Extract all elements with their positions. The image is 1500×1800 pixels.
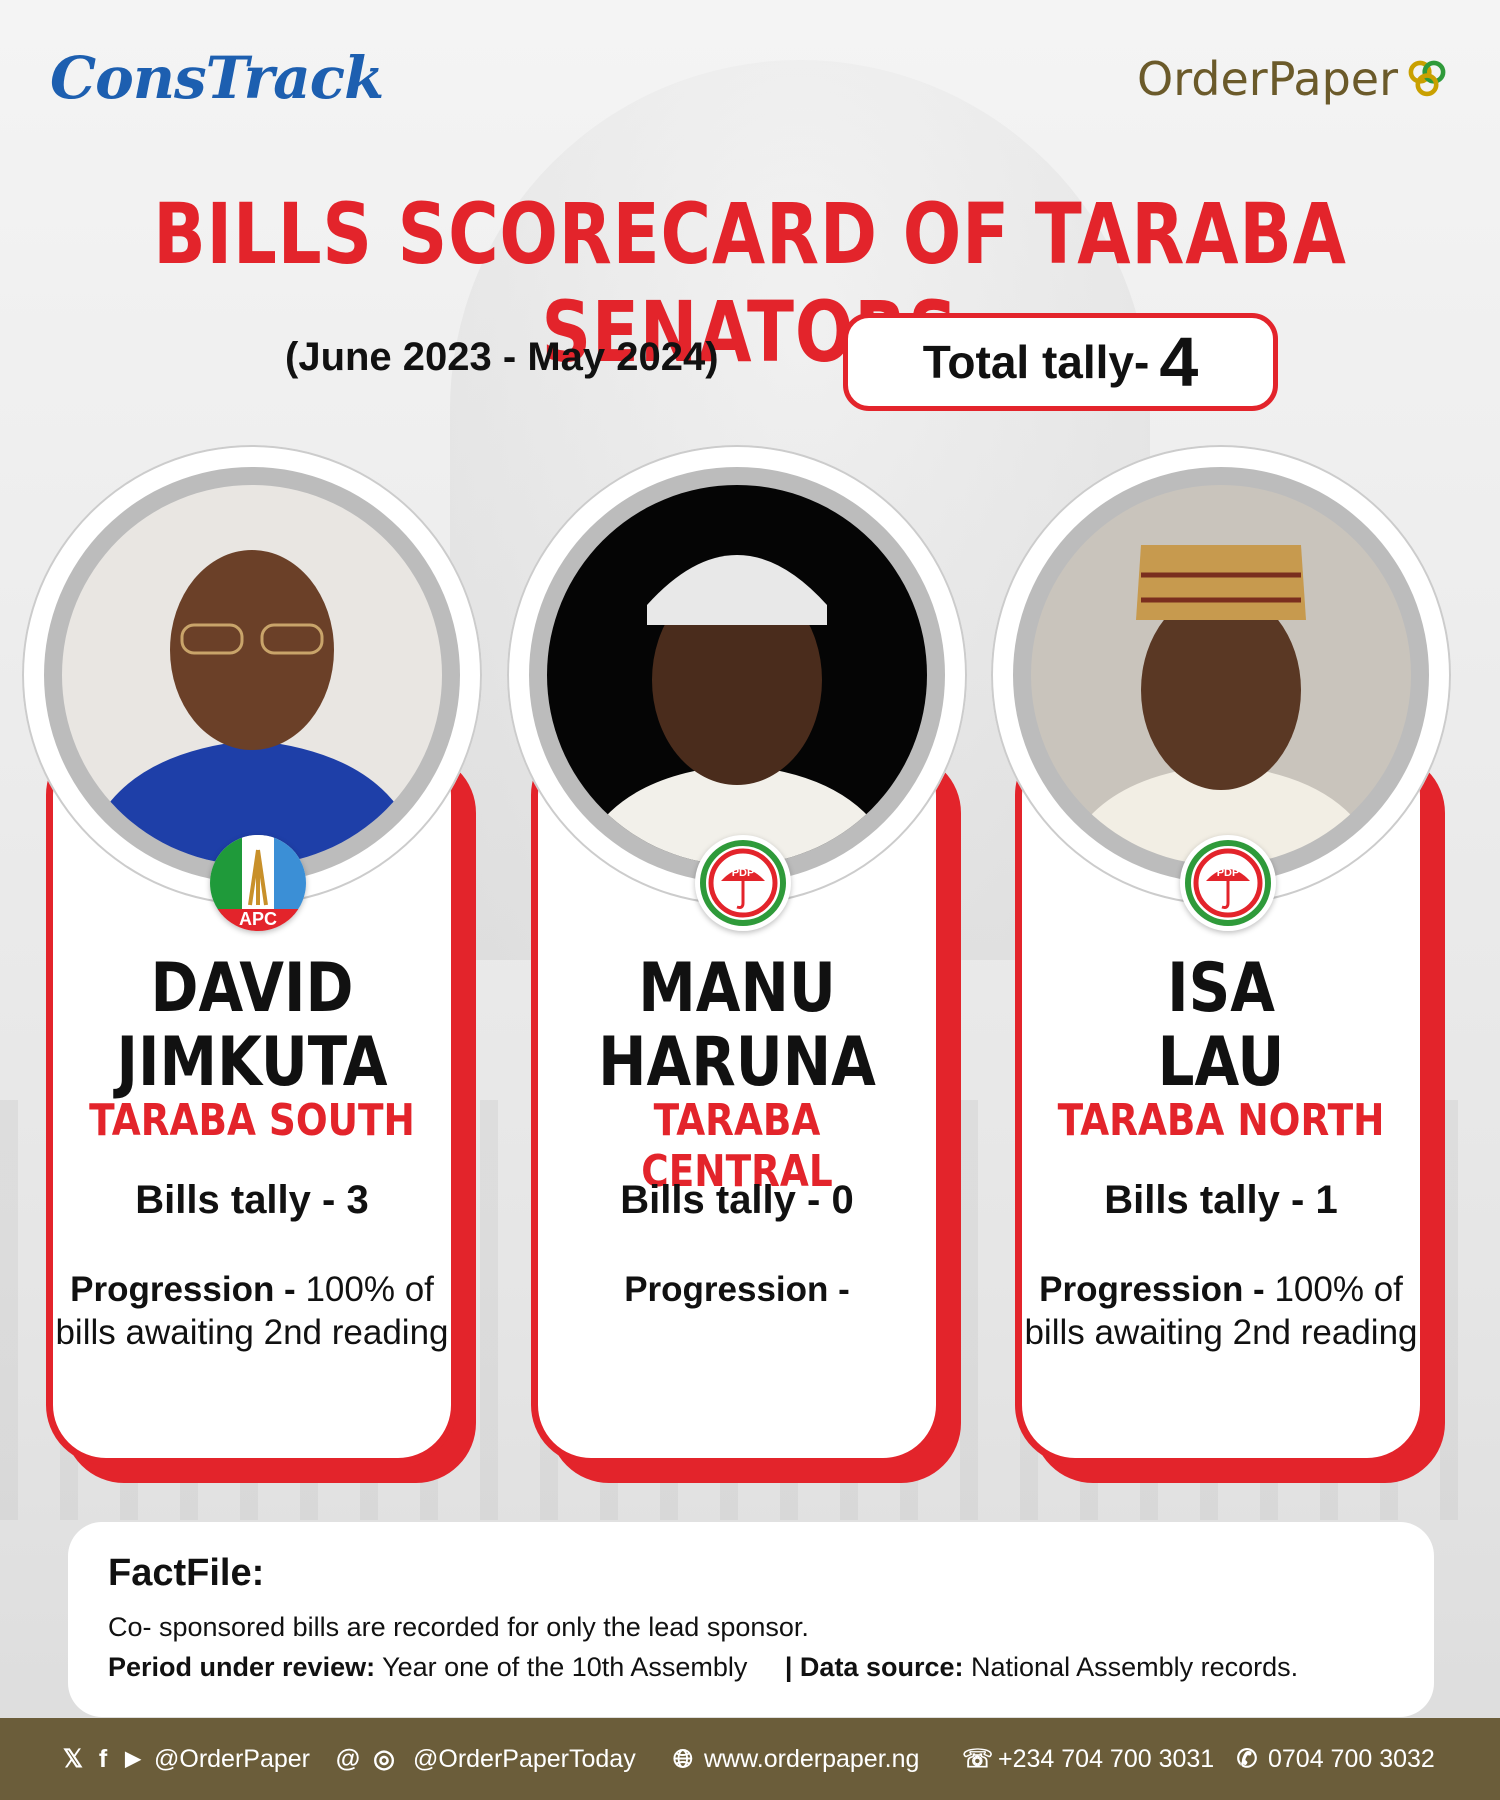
senator-name-3: ISA LAU [1046,952,1396,1100]
footer-website-link[interactable]: 🌐︎ www.orderpaper.ng [668,1718,919,1800]
senator-progression-1: Progression - 100% of bills awaiting 2nd… [46,1268,458,1354]
factfile-note: Co- sponsored bills are recorded for onl… [108,1612,809,1642]
orderpaper-logo: OrderPaper [1137,52,1450,106]
factfile-period-source: Period under review: Year one of the 10t… [108,1652,1298,1683]
progression-text-3: 100% of bills awaiting 2nd reading [1024,1270,1418,1352]
senator-district-3: TARABA NORTH [1057,1095,1385,1146]
period-label: (June 2023 - May 2024) [285,335,719,379]
senator-last-name-3: LAU [1157,1023,1285,1102]
facebook-icon: f [98,1745,108,1773]
progression-label-3: Progression - [1039,1270,1265,1309]
data-source-text: National Assembly records. [971,1652,1299,1682]
footer-handle-orderpaper: @OrderPaper [154,1744,310,1773]
footer-social-handle[interactable]: 𝕏 f ▶ @OrderPaper [58,1718,310,1800]
footer-social-handle-2[interactable]: @ ◎ @OrderPaperToday [333,1718,636,1800]
senator-first-name-3: ISA [1167,949,1275,1028]
senator-bills-tally-3: Bills tally - 1 [1104,1178,1338,1222]
progression-text-1: 100% of bills awaiting 2nd reading [55,1270,449,1352]
senator-photo-ring-3 [991,445,1451,905]
footer-whatsapp[interactable]: ✆ 0704 700 3032 [1232,1718,1435,1800]
senator-progression-3: Progression - 100% of bills awaiting 2nd… [1015,1268,1427,1354]
progression-label-1: Progression - [70,1270,296,1309]
youtube-icon: ▶ [125,1748,141,1770]
senator-photo-ring-1 [22,445,482,905]
senator-bills-tally-1: Bills tally - 3 [135,1178,369,1222]
constrack-logo: ConsTrack [50,44,384,112]
senator-photo-1 [62,485,442,865]
senator-photo-3 [1031,485,1411,865]
whatsapp-icon: ✆ [1236,1745,1258,1773]
footer-whatsapp-number: 0704 700 3032 [1268,1744,1435,1773]
period-under-review-label: Period under review: [108,1652,376,1682]
senator-last-name-1: JIMKUTA [116,1023,388,1102]
instagram-icon: ◎ [373,1745,395,1773]
senator-district-2: TARABA CENTRAL [641,1095,833,1197]
total-tally-box: Total tally- 4 [843,313,1278,411]
party-label-2: PDP [731,867,755,879]
factfile-title: FactFile: [108,1552,265,1594]
globe-icon: 🌐︎ [672,1745,693,1773]
senator-first-name-2: MANU [638,949,836,1028]
footer-phone[interactable]: ☏ +234 704 700 3031 [962,1718,1214,1800]
senator-photo-ring-2 [507,445,967,905]
progression-label-2: Progression - [624,1270,850,1309]
total-tally-label: Total tally- [922,336,1150,388]
total-tally-value: 4 [1159,323,1199,401]
senator-district-1: TARABA SOUTH [89,1095,415,1146]
senator-bills-tally-2: Bills tally - 0 [620,1178,854,1222]
senator-last-name-2: HARUNA [598,1023,876,1102]
footer-website: www.orderpaper.ng [704,1744,920,1773]
period-under-review-text: Year one of the 10th Assembly [382,1652,748,1682]
page-title: BILLS SCORECARD OF TARABA SENATORS [153,185,1347,381]
senator-first-name-1: DAVID [150,949,354,1028]
footer-handle-orderpapertoday: @OrderPaperToday [413,1744,636,1773]
data-source-label: | Data source: [784,1652,964,1682]
party-label-3: PDP [1216,867,1240,879]
senator-name-2: MANU HARUNA [562,952,912,1100]
orderpaper-logo-text: OrderPaper [1137,52,1398,106]
apc-party-logo: APC [210,835,306,931]
senator-progression-2: Progression - [531,1268,943,1311]
senator-name-1: DAVID JIMKUTA [77,952,427,1100]
pdp-party-logo-3: PDP [1180,835,1276,931]
phone-icon: ☏ [962,1745,994,1773]
footer-bar: 𝕏 f ▶ @OrderPaper @ ◎ @OrderPaperToday 🌐… [0,1718,1500,1800]
senator-photo-2 [547,485,927,865]
pdp-party-logo-2: PDP [695,835,791,931]
x-icon: 𝕏 [62,1745,84,1773]
threads-icon: @ [335,1745,361,1773]
party-label-1: APC [238,909,277,929]
orderpaper-knot-icon [1408,60,1446,97]
factfile-panel: FactFile: Co- sponsored bills are record… [68,1522,1434,1717]
footer-phone-number: +234 704 700 3031 [998,1744,1215,1773]
